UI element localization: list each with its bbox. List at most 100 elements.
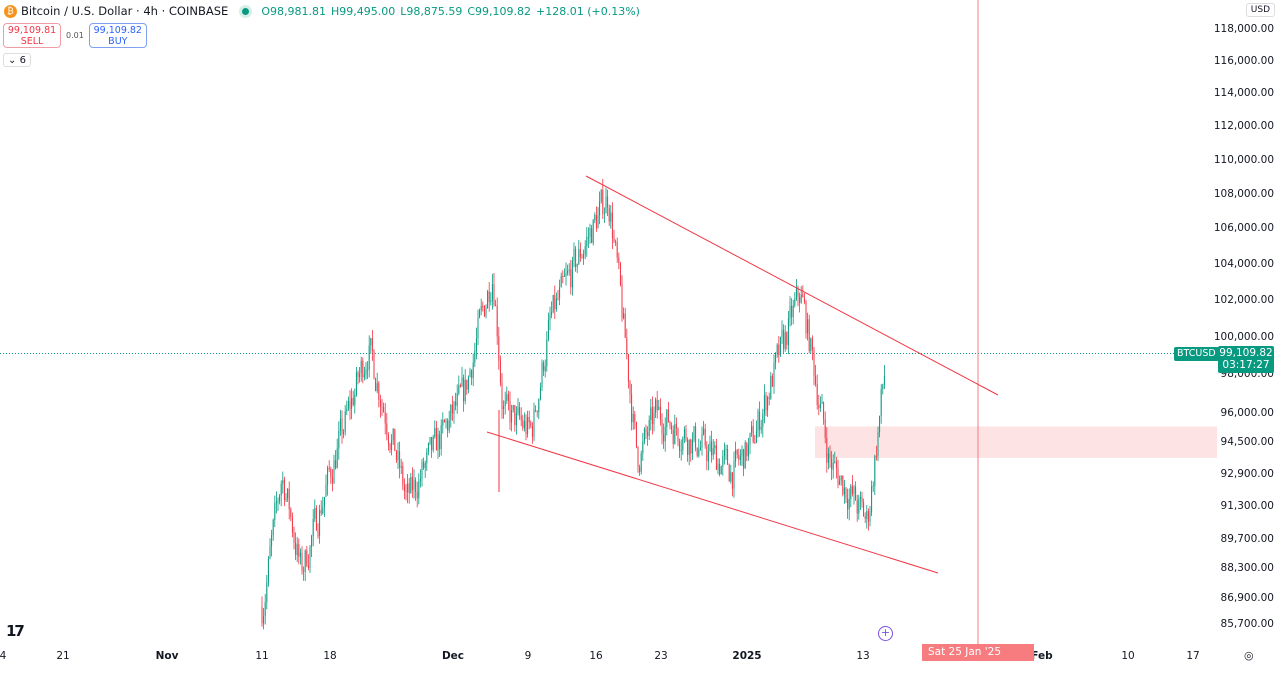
- candle-body: [733, 461, 735, 489]
- last-price-tag: 99,109.82 03:17:27: [1218, 346, 1274, 373]
- candle-body: [559, 287, 561, 299]
- candle-body: [447, 420, 449, 431]
- candle-body: [546, 340, 548, 367]
- candle-body: [373, 350, 375, 379]
- candle-body: [720, 466, 722, 475]
- candle-body: [651, 407, 653, 425]
- candle-body: [378, 383, 380, 400]
- candle-body: [290, 509, 292, 517]
- candle-body: [322, 506, 324, 514]
- candle-body: [381, 406, 383, 408]
- candle-body: [418, 481, 420, 499]
- candle-body: [583, 254, 585, 258]
- candle-body: [599, 201, 601, 216]
- price-label: 114,000.00: [1213, 87, 1274, 100]
- candle-body: [725, 448, 727, 450]
- candle-body: [555, 298, 557, 310]
- candle-body: [426, 451, 428, 464]
- candle-body: [442, 420, 444, 426]
- candle-body: [648, 419, 650, 436]
- candle-body: [803, 297, 805, 303]
- candle-body: [490, 300, 492, 302]
- lower-trendline: [486, 431, 939, 574]
- axis-settings-icon[interactable]: ◎: [1244, 649, 1254, 662]
- candle-body: [413, 479, 415, 490]
- candle-body: [671, 425, 673, 430]
- time-label: 18: [323, 650, 337, 662]
- candle-body: [327, 467, 329, 485]
- candle-body: [752, 426, 754, 443]
- candle-body: [688, 439, 690, 455]
- candle-body: [810, 338, 812, 351]
- currency-selector[interactable]: USD: [1245, 3, 1275, 17]
- candle-body: [618, 257, 620, 263]
- candle-body: [815, 375, 817, 384]
- candle-body: [587, 236, 589, 238]
- price-chart[interactable]: [0, 0, 1280, 661]
- symbol-tag: BTCUSD: [1174, 347, 1219, 361]
- candle-body: [727, 448, 729, 465]
- candle-body: [867, 511, 869, 522]
- candle-body: [299, 552, 301, 557]
- candle-body: [738, 454, 740, 460]
- indicators-toggle[interactable]: ⌄ 6: [3, 53, 31, 67]
- candle-body: [759, 411, 761, 430]
- candle-body: [578, 249, 580, 265]
- candle-body: [330, 468, 332, 478]
- candle-body: [762, 413, 764, 427]
- candle-body: [528, 417, 530, 423]
- candle-body: [288, 488, 290, 510]
- buy-button[interactable]: 99,109.82 BUY: [88, 23, 147, 48]
- time-label: 23: [654, 650, 668, 662]
- candle-body: [783, 329, 785, 349]
- candle-body: [539, 387, 541, 400]
- candle-body: [416, 491, 418, 499]
- candle-body: [832, 462, 834, 470]
- candle-body: [650, 407, 652, 420]
- candle-body: [877, 432, 879, 457]
- candle-body: [640, 453, 642, 472]
- candle-body: [771, 376, 773, 387]
- candle-body: [591, 228, 593, 243]
- sell-button[interactable]: 99,109.81 SELL: [3, 23, 61, 48]
- candle-body: [680, 450, 682, 452]
- candle-body: [283, 479, 285, 500]
- candle-body: [352, 397, 354, 405]
- candle-body: [679, 441, 681, 451]
- candle-body: [371, 338, 373, 351]
- candle-body: [693, 426, 695, 440]
- candle-body: [363, 374, 365, 378]
- candle-body: [586, 237, 588, 247]
- candle-body: [547, 320, 549, 341]
- candle-body: [707, 451, 709, 462]
- candle-body: [592, 220, 594, 243]
- candle-body: [482, 305, 484, 307]
- candle-body: [661, 419, 663, 435]
- candle-body: [627, 354, 629, 382]
- candle-body: [779, 337, 781, 356]
- candle-body: [307, 565, 309, 568]
- candle-body: [303, 570, 305, 572]
- candle-body: [264, 602, 266, 617]
- time-label: 2025: [732, 650, 762, 662]
- candle-body: [741, 449, 743, 457]
- candle-body: [706, 445, 708, 462]
- candle-body: [440, 425, 442, 449]
- candle-body: [751, 426, 753, 434]
- candle-body: [709, 441, 711, 452]
- candle-body: [642, 441, 644, 454]
- candle-body: [760, 426, 762, 430]
- candle-body: [498, 336, 500, 361]
- tradingview-logo[interactable]: 17: [6, 622, 25, 640]
- candle-body: [819, 403, 821, 409]
- candle-body: [794, 298, 796, 306]
- candle-body: [818, 404, 820, 409]
- add-alert-icon[interactable]: +: [878, 626, 893, 641]
- candle-body: [874, 455, 876, 486]
- symbol-title[interactable]: Bitcoin / U.S. Dollar · 4h · COINBASE: [21, 4, 229, 18]
- candle-body: [421, 461, 423, 480]
- candle-body: [408, 483, 410, 493]
- candle-body: [562, 275, 564, 277]
- candle-body: [563, 276, 565, 278]
- candle-body: [698, 449, 700, 456]
